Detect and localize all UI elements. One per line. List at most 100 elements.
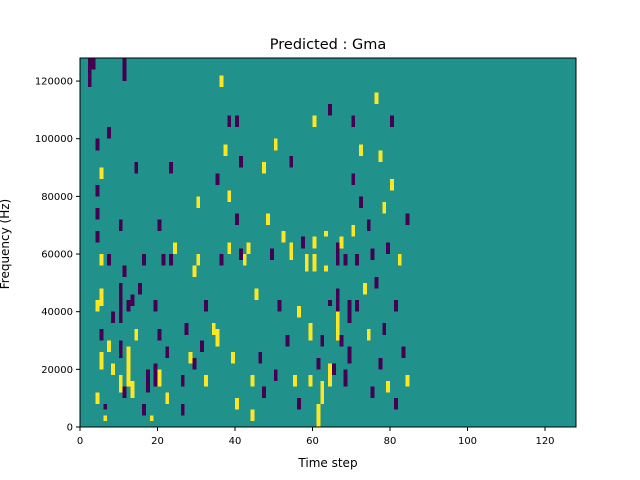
heatmap-cell (397, 254, 402, 266)
heatmap-cell (204, 300, 208, 312)
x-tick-label: 60 (306, 436, 319, 447)
heatmap-cell (145, 369, 150, 393)
heatmap-cell (184, 323, 189, 335)
heatmap-cell (153, 363, 158, 387)
heatmap-cell (312, 254, 317, 272)
heatmap-cell (169, 254, 173, 266)
heatmap-cell (142, 254, 146, 266)
heatmap-cell (95, 138, 100, 151)
heatmap-cell (161, 254, 166, 266)
heatmap-cell (130, 294, 135, 306)
heatmap-cell (335, 288, 340, 312)
heatmap-cell (335, 311, 340, 341)
x-axis: 0 20 40 60 80 100 120 (77, 427, 555, 447)
heatmap-cell (134, 161, 139, 174)
heatmap-cell (215, 173, 220, 185)
y-axis-label: Frequency (Hz) (0, 199, 12, 290)
x-tick-label: 40 (229, 436, 242, 447)
heatmap-cell (153, 300, 158, 312)
heatmap-cell (370, 386, 375, 399)
y-tick-label: 0 (67, 423, 73, 434)
heatmap-cell (297, 398, 301, 410)
heatmap-cell (227, 115, 232, 128)
heatmap-cell (382, 323, 387, 335)
heatmap-cell (103, 403, 108, 410)
heatmap-cell (142, 403, 146, 416)
heatmap-cell (359, 144, 363, 157)
heatmap-cell (393, 300, 398, 312)
heatmap-cell (324, 230, 328, 237)
heatmap-cell (157, 328, 162, 341)
heatmap-cell (173, 242, 177, 255)
heatmap-cell (192, 265, 197, 278)
heatmap-cell (308, 323, 313, 341)
heatmap-cell (312, 115, 317, 128)
heatmap-cell (339, 334, 344, 347)
y-tick-label: 40000 (41, 307, 73, 318)
heatmap-cell (390, 179, 394, 191)
heatmap-cell (180, 403, 185, 416)
heatmap-cell (196, 196, 201, 208)
heatmap-cell (157, 219, 162, 231)
heatmap-cell (335, 242, 340, 266)
heatmap-cell (386, 242, 390, 255)
heatmap-cell (355, 254, 359, 266)
heatmap-cell (227, 190, 232, 203)
heatmap-cell (204, 375, 208, 387)
heatmap-cell (200, 340, 204, 353)
heatmap-cell (211, 323, 216, 335)
heatmap-cell (304, 254, 309, 272)
heatmap-cell (246, 242, 251, 255)
heatmap-cell (300, 236, 305, 249)
heatmap-cell (374, 92, 379, 105)
heatmap-cell (95, 184, 100, 197)
heatmap-cell (196, 254, 201, 266)
heatmap-cell (169, 161, 173, 174)
heatmap-cell (316, 403, 321, 416)
heatmap-cell (95, 300, 100, 312)
heatmap-cell (250, 409, 255, 422)
heatmap-cell (355, 300, 359, 312)
heatmap-cell (328, 363, 332, 387)
heatmap-cell (331, 363, 336, 376)
heatmap-cell (293, 375, 297, 387)
heatmap-cell (138, 282, 142, 295)
heatmap-cell (235, 115, 239, 128)
y-tick-label: 80000 (41, 192, 73, 203)
heatmap-cell (324, 265, 328, 272)
heatmap-cell (99, 167, 104, 180)
heatmap-cell (122, 386, 127, 399)
heatmap-cell (165, 392, 170, 404)
heatmap-cell (328, 300, 332, 306)
heatmap-cell (273, 138, 278, 151)
heatmap-cell (235, 398, 239, 410)
heatmap-cell (405, 375, 410, 387)
x-tick-label: 80 (384, 436, 397, 447)
heatmap-cell (215, 328, 220, 347)
heatmap-cell (390, 115, 394, 128)
x-tick-label: 0 (77, 436, 83, 447)
y-tick-label: 20000 (41, 365, 73, 376)
heatmap-cell (192, 357, 197, 370)
heatmap-cell (328, 104, 332, 116)
heatmap-cell (343, 254, 348, 266)
x-tick-label: 100 (458, 436, 477, 447)
heatmap-cells (87, 58, 410, 427)
heatmap-cell (99, 328, 104, 341)
heatmap-cell (126, 346, 131, 387)
heatmap-cell (393, 398, 398, 410)
heatmap-cell (347, 300, 352, 324)
x-tick-label: 120 (535, 436, 554, 447)
heatmap-cell (351, 225, 356, 237)
heatmap-cell (351, 173, 356, 185)
heatmap-cell (227, 242, 232, 255)
heatmap-cell (362, 282, 367, 295)
heatmap-cell (149, 415, 154, 422)
x-axis-label: Time step (297, 456, 357, 470)
heatmap-cell (250, 375, 255, 387)
heatmap-cell (285, 334, 290, 347)
heatmap-cell (289, 156, 294, 168)
heatmap-cell (386, 380, 390, 393)
heatmap-cell (262, 386, 266, 399)
